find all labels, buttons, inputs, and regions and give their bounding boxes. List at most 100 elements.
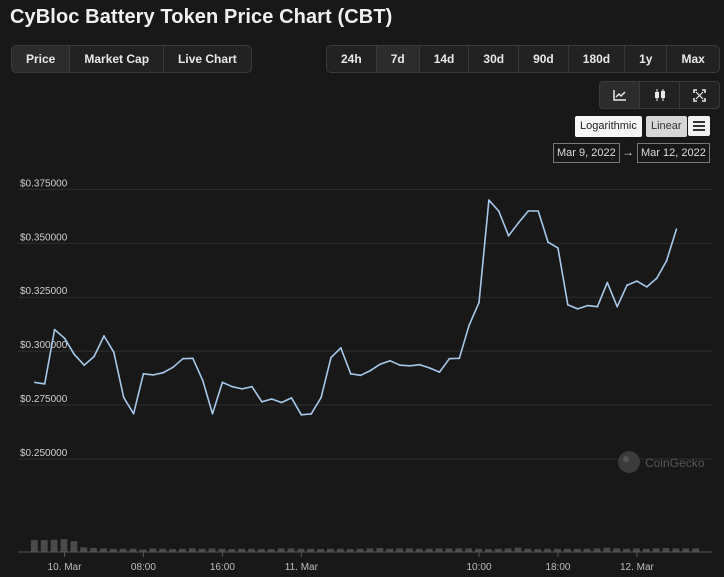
price-point	[399, 364, 401, 367]
price-point	[83, 364, 86, 367]
price-point	[349, 372, 352, 375]
range-7d[interactable]: 7d	[376, 46, 420, 72]
price-series	[34, 199, 678, 416]
price-point	[675, 228, 678, 231]
price-point	[34, 381, 36, 384]
x-tick-label: 08:00	[131, 562, 156, 573]
range-24h[interactable]: 24h	[327, 46, 377, 72]
logarithmic-button[interactable]: Logarithmic	[575, 116, 642, 137]
price-point	[428, 367, 431, 369]
volume-bar	[573, 548, 581, 552]
price-point	[645, 286, 648, 288]
price-point	[53, 328, 56, 331]
volume-bar	[129, 548, 137, 552]
volume-bar	[317, 549, 325, 552]
volume-bar	[277, 548, 285, 552]
volume-bar	[307, 548, 315, 552]
range-tabs: 24h 7d 14d 30d 90d 180d 1y Max	[326, 45, 720, 73]
volume-bar	[554, 548, 561, 552]
volume-bar	[544, 548, 552, 552]
price-point	[527, 210, 530, 212]
volume-bar	[109, 548, 117, 552]
candlestick-icon	[654, 89, 665, 101]
price-point	[557, 247, 559, 250]
price-point	[389, 359, 392, 362]
volume-bar	[484, 549, 492, 552]
volume-bars	[30, 539, 700, 552]
price-point	[201, 379, 204, 382]
fullscreen-icon	[693, 88, 706, 102]
volume-bar	[583, 548, 591, 552]
tab-live-chart[interactable]: Live Chart	[178, 52, 237, 66]
range-max[interactable]: Max	[681, 52, 705, 66]
range-14d[interactable]: 14d	[420, 46, 470, 72]
date-to-input[interactable]: Mar 12, 2022	[637, 143, 710, 163]
price-point	[438, 371, 441, 373]
price-point	[596, 305, 599, 308]
volume-bar	[405, 548, 413, 552]
price-point	[300, 413, 303, 416]
candlestick-button[interactable]	[640, 82, 680, 108]
volume-bar	[159, 548, 167, 552]
volume-bar	[613, 548, 621, 552]
volume-bar	[603, 547, 611, 552]
price-point	[182, 357, 184, 360]
volume-bar	[475, 548, 482, 552]
volume-bar	[208, 548, 216, 552]
fullscreen-button[interactable]	[680, 82, 719, 108]
tab-price[interactable]: Price	[12, 46, 71, 72]
coingecko-watermark: CoinGecko	[618, 451, 705, 473]
volume-bar	[356, 548, 364, 552]
y-axis-labels: $0.250000 $0.275000 $0.300000 $0.325000 $0.3…	[20, 178, 68, 459]
volume-bar	[652, 548, 660, 552]
price-point	[63, 337, 66, 340]
volume-bar	[287, 548, 295, 552]
price-point	[270, 398, 273, 400]
linear-button[interactable]: Linear	[646, 116, 687, 137]
volume-bar	[257, 549, 265, 552]
volume-bar	[514, 547, 522, 552]
price-point	[122, 396, 125, 399]
line-chart-button[interactable]	[600, 82, 640, 108]
y-tick-label: $0.375000	[20, 178, 68, 189]
price-point	[43, 383, 46, 385]
volume-bar	[445, 548, 453, 552]
price-point	[379, 363, 382, 365]
volume-bar	[149, 548, 157, 552]
page-title: CyBloc Battery Token Price Chart (CBT)	[10, 6, 393, 28]
volume-bar	[435, 548, 443, 552]
watermark-text: CoinGecko	[645, 456, 705, 470]
x-axis-labels: 10. Mar 08:00 16:00 11. Mar 10:00 18:00 12. Ma…	[48, 552, 655, 573]
range-30d[interactable]: 30d	[469, 46, 520, 72]
volume-bar	[563, 548, 571, 552]
price-point	[537, 210, 540, 212]
volume-bar	[80, 547, 88, 552]
volume-bar	[692, 548, 700, 552]
price-point	[488, 199, 490, 202]
volume-bar	[139, 549, 147, 552]
price-point	[418, 363, 421, 366]
price-point	[280, 401, 283, 404]
price-point	[665, 260, 668, 262]
tab-market-cap[interactable]: Market Cap	[70, 46, 165, 72]
chart-menu-button[interactable]	[688, 116, 710, 136]
x-tick-label: 18:00	[545, 562, 570, 573]
volume-bar	[662, 548, 670, 552]
range-180d[interactable]: 180d	[569, 46, 626, 72]
range-1y[interactable]: 1y	[625, 46, 668, 72]
price-point	[517, 221, 520, 224]
volume-bar	[248, 548, 255, 552]
range-90d[interactable]: 90d	[519, 46, 569, 72]
price-point	[339, 347, 342, 349]
volume-bar	[632, 548, 640, 552]
volume-bar	[386, 548, 394, 552]
price-point	[152, 374, 155, 376]
date-from-input[interactable]: Mar 9, 2022	[553, 143, 620, 163]
price-point	[93, 355, 95, 358]
price-point	[359, 374, 362, 377]
volume-bar	[455, 548, 463, 552]
volume-bar	[327, 548, 334, 552]
volume-bar	[100, 548, 107, 552]
volume-bar	[119, 548, 127, 552]
